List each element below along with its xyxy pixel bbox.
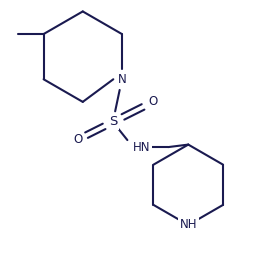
- Text: N: N: [118, 73, 126, 86]
- Text: S: S: [109, 116, 117, 129]
- Text: O: O: [73, 133, 82, 146]
- Text: NH: NH: [180, 218, 197, 231]
- Text: HN: HN: [133, 141, 151, 154]
- Text: O: O: [148, 96, 158, 108]
